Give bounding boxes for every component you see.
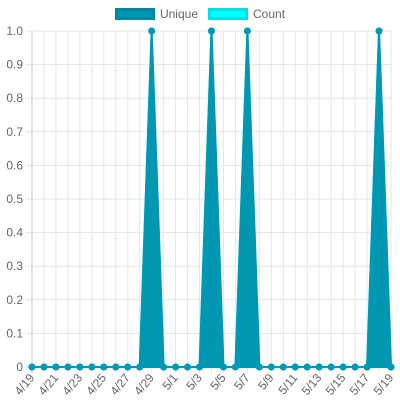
data-point-unique	[315, 363, 323, 371]
x-tick-label: 4/21	[35, 371, 61, 398]
legend: Unique Count	[0, 7, 400, 21]
data-point-unique	[387, 363, 395, 371]
data-point-unique	[339, 363, 347, 371]
data-point-unique	[148, 27, 156, 35]
data-point-unique	[76, 363, 84, 371]
data-point-unique	[231, 363, 239, 371]
x-tick-label: 5/11	[275, 371, 300, 397]
data-point-unique	[124, 363, 132, 371]
data-point-unique	[375, 27, 383, 35]
y-tick-label: 0.4	[6, 226, 23, 240]
data-point-unique	[208, 27, 215, 35]
data-point-unique	[279, 363, 287, 371]
y-tick-label: 0.9	[6, 58, 23, 72]
data-point-unique	[64, 363, 72, 371]
data-point-unique	[28, 363, 36, 371]
legend-label-unique: Unique	[159, 7, 198, 21]
x-tick-label: 5/17	[347, 371, 373, 398]
data-point-unique	[303, 363, 311, 371]
y-tick-label: 1.0	[6, 24, 23, 38]
data-point-unique	[88, 363, 96, 371]
legend-swatch-unique	[114, 8, 155, 20]
data-point-unique	[219, 363, 227, 371]
data-point-unique	[363, 363, 371, 371]
x-tick-label: 5/1	[159, 371, 181, 393]
x-tick-label: 5/9	[255, 371, 277, 393]
data-point-unique	[351, 363, 359, 371]
data-point-unique	[100, 363, 108, 371]
y-tick-label: 0.5	[6, 192, 23, 206]
y-tick-label: 0.8	[6, 91, 23, 105]
data-point-unique	[255, 363, 263, 371]
data-point-unique	[243, 27, 251, 35]
data-point-unique	[184, 363, 192, 371]
data-point-unique	[196, 363, 204, 371]
data-point-unique	[52, 363, 60, 371]
data-point-unique	[267, 363, 275, 371]
legend-label-count: Count	[253, 7, 286, 21]
legend-item-count[interactable]: Count	[208, 7, 285, 21]
x-tick-label: 5/5	[207, 371, 229, 393]
y-tick-label: 0.7	[6, 125, 23, 139]
x-tick-label: 4/19	[12, 371, 38, 398]
legend-item-unique[interactable]: Unique	[114, 7, 198, 21]
x-tick-label: 4/29	[131, 371, 157, 398]
data-point-unique	[40, 363, 48, 371]
data-point-unique	[160, 363, 168, 371]
x-tick-label: 5/19	[371, 371, 397, 398]
data-point-unique	[291, 363, 299, 371]
x-tick-label: 4/23	[59, 371, 85, 398]
data-point-unique	[327, 363, 335, 371]
x-tick-label: 4/27	[107, 371, 133, 398]
data-point-unique	[136, 363, 144, 371]
x-tick-label: 5/15	[323, 371, 349, 398]
y-tick-label: 0.2	[6, 293, 23, 307]
y-tick-label: 0.1	[6, 326, 23, 340]
y-tick-label: 0.3	[6, 259, 23, 273]
data-point-unique	[112, 363, 120, 371]
x-tick-label: 4/25	[83, 371, 109, 398]
data-point-unique	[172, 363, 180, 371]
x-tick-label: 5/3	[183, 371, 205, 393]
x-tick-label: 5/13	[299, 371, 325, 398]
x-tick-label: 5/7	[231, 371, 253, 393]
legend-swatch-count	[208, 8, 248, 20]
y-tick-label: 0.6	[6, 158, 23, 172]
y-tick-label: 0	[16, 360, 23, 374]
